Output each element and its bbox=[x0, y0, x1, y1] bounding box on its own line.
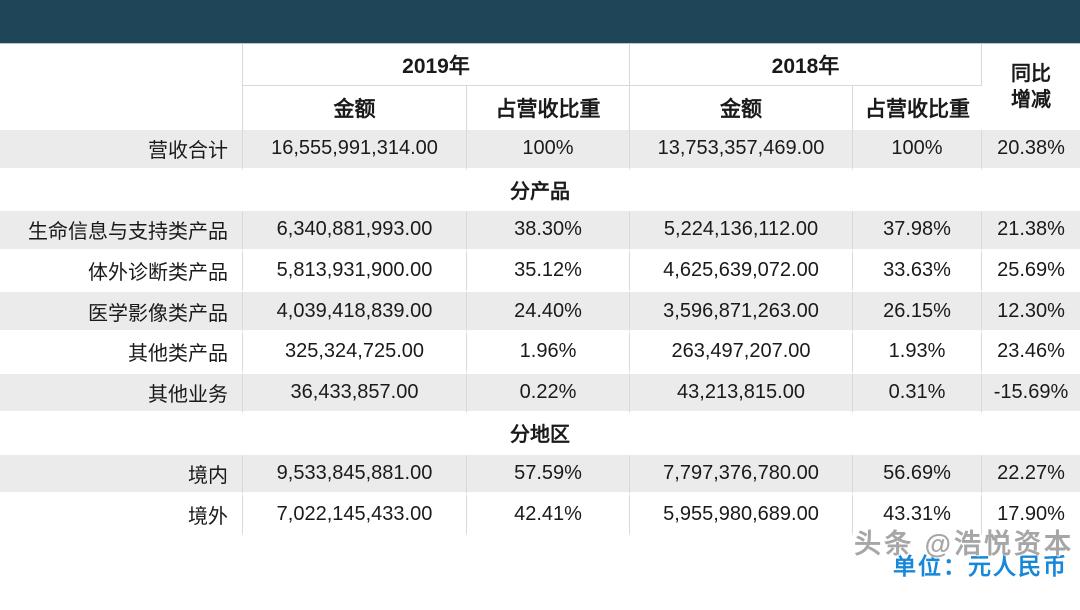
table-header: 2019年 2018年 同比增减 金额 占营收比重 金额 占营收比重 bbox=[0, 44, 1080, 130]
value-cell: 16,555,991,314.00 bbox=[243, 130, 467, 171]
header-row-metrics: 金额 占营收比重 金额 占营收比重 bbox=[0, 86, 1080, 130]
table-row: 医学影像类产品 4,039,418,839.00 24.40% 3,596,871,2… bbox=[0, 292, 1080, 333]
value-cell: 3,596,871,263.00 bbox=[630, 292, 853, 333]
row-label: 境内 bbox=[0, 454, 243, 496]
table-row: 体外诊断类产品 5,813,931,900.00 35.12% 4,625,639,0… bbox=[0, 251, 1080, 293]
value-cell: 56.69% bbox=[853, 454, 982, 496]
value-cell: 22.27% bbox=[982, 454, 1080, 496]
value-cell: 57.59% bbox=[467, 454, 630, 496]
value-cell: 4,625,639,072.00 bbox=[630, 251, 853, 293]
section-label: 分产品 bbox=[0, 170, 1080, 212]
share-2018-header: 占营收比重 bbox=[853, 86, 982, 130]
value-cell: 33.63% bbox=[853, 251, 982, 293]
value-cell: 6,340,881,993.00 bbox=[243, 211, 467, 252]
row-label: 体外诊断类产品 bbox=[0, 251, 243, 293]
value-cell: 7,022,145,433.00 bbox=[243, 495, 467, 536]
yoy-line2: 增减 bbox=[1011, 89, 1051, 111]
value-cell: 100% bbox=[853, 130, 982, 171]
table-row: 境外 7,022,145,433.00 42.41% 5,955,980,689.00… bbox=[0, 495, 1080, 536]
value-cell: 21.38% bbox=[982, 211, 1080, 252]
value-cell: 23.46% bbox=[982, 333, 1080, 374]
value-cell: 42.41% bbox=[467, 495, 630, 536]
value-cell: 37.98% bbox=[853, 211, 982, 252]
share-2019-header: 占营收比重 bbox=[467, 86, 630, 130]
row-label: 生命信息与支持类产品 bbox=[0, 211, 243, 252]
value-cell: 17.90% bbox=[982, 495, 1080, 536]
year-2018-header: 2018年 bbox=[630, 44, 982, 86]
row-label: 营收合计 bbox=[0, 130, 243, 171]
amount-2019-header: 金额 bbox=[243, 86, 467, 130]
row-label: 其他类产品 bbox=[0, 332, 243, 374]
yoy-line1: 同比 bbox=[1011, 63, 1051, 85]
value-cell: 5,955,980,689.00 bbox=[630, 495, 853, 536]
title-banner bbox=[0, 0, 1080, 44]
value-cell: 43,213,815.00 bbox=[630, 373, 853, 415]
value-cell: 38.30% bbox=[467, 211, 630, 252]
yoy-change-header: 同比 增减 bbox=[982, 44, 1080, 130]
value-cell: 1.96% bbox=[467, 332, 630, 374]
footer: 单位：元人民币 头条 @浩悦资本 bbox=[0, 529, 1080, 579]
value-cell: 35.12% bbox=[467, 251, 630, 293]
section-label: 分地区 bbox=[0, 414, 1080, 455]
table-row: 其他类产品 325,324,725.00 1.96% 263,497,207.00 1.… bbox=[0, 332, 1080, 374]
row-label: 其他业务 bbox=[0, 373, 243, 415]
value-cell: 20.38% bbox=[982, 130, 1080, 171]
row-label: 境外 bbox=[0, 495, 243, 536]
value-cell: 13,753,357,469.00 bbox=[630, 130, 853, 171]
section-row: 分地区 bbox=[0, 414, 1080, 455]
value-cell: 43.31% bbox=[853, 495, 982, 536]
row-label: 医学影像类产品 bbox=[0, 292, 243, 333]
value-cell: 12.30% bbox=[982, 292, 1080, 333]
year-2019-header: 2019年 bbox=[243, 44, 630, 86]
corner-cell bbox=[0, 44, 243, 130]
value-cell: 26.15% bbox=[853, 292, 982, 333]
header-row-years: 2019年 2018年 同比增减 bbox=[0, 44, 1080, 130]
value-cell: 5,813,931,900.00 bbox=[243, 251, 467, 293]
value-cell: 1.93% bbox=[853, 332, 982, 374]
amount-2018-header: 金额 bbox=[630, 86, 853, 130]
value-cell: 24.40% bbox=[467, 292, 630, 333]
watermark-text: 头条 @浩悦资本 bbox=[854, 528, 1074, 559]
value-cell: 0.22% bbox=[467, 373, 630, 415]
value-cell: 325,324,725.00 bbox=[243, 332, 467, 374]
table-row: 其他业务 36,433,857.00 0.22% 43,213,815.00 0.31%… bbox=[0, 373, 1080, 415]
table-row: 营收合计 16,555,991,314.00 100% 13,753,357,469.… bbox=[0, 130, 1080, 171]
value-cell: 0.31% bbox=[853, 373, 982, 415]
value-cell: 9,533,845,881.00 bbox=[243, 454, 467, 496]
revenue-table: 2019年 2018年 同比 增减 金额 占营收比重 金额 占营收比重 营收合计 1… bbox=[0, 44, 1080, 536]
table-body: 营收合计 16,555,991,314.00 100% 13,753,357,469.… bbox=[0, 130, 1080, 536]
value-cell: 7,797,376,780.00 bbox=[630, 454, 853, 496]
value-cell: 263,497,207.00 bbox=[630, 332, 853, 374]
table-row: 境内 9,533,845,881.00 57.59% 7,797,376,780.00… bbox=[0, 454, 1080, 496]
value-cell: 25.69% bbox=[982, 252, 1080, 293]
table-row: 生命信息与支持类产品 6,340,881,993.00 38.30% 5,224,13… bbox=[0, 211, 1080, 252]
unit-label: 单位：元人民币 bbox=[893, 552, 1068, 579]
value-cell: 36,433,857.00 bbox=[243, 373, 467, 415]
value-cell: -15.69% bbox=[982, 373, 1080, 415]
value-cell: 4,039,418,839.00 bbox=[243, 292, 467, 333]
value-cell: 5,224,136,112.00 bbox=[630, 211, 853, 252]
value-cell: 100% bbox=[467, 130, 630, 171]
section-row: 分产品 bbox=[0, 170, 1080, 212]
